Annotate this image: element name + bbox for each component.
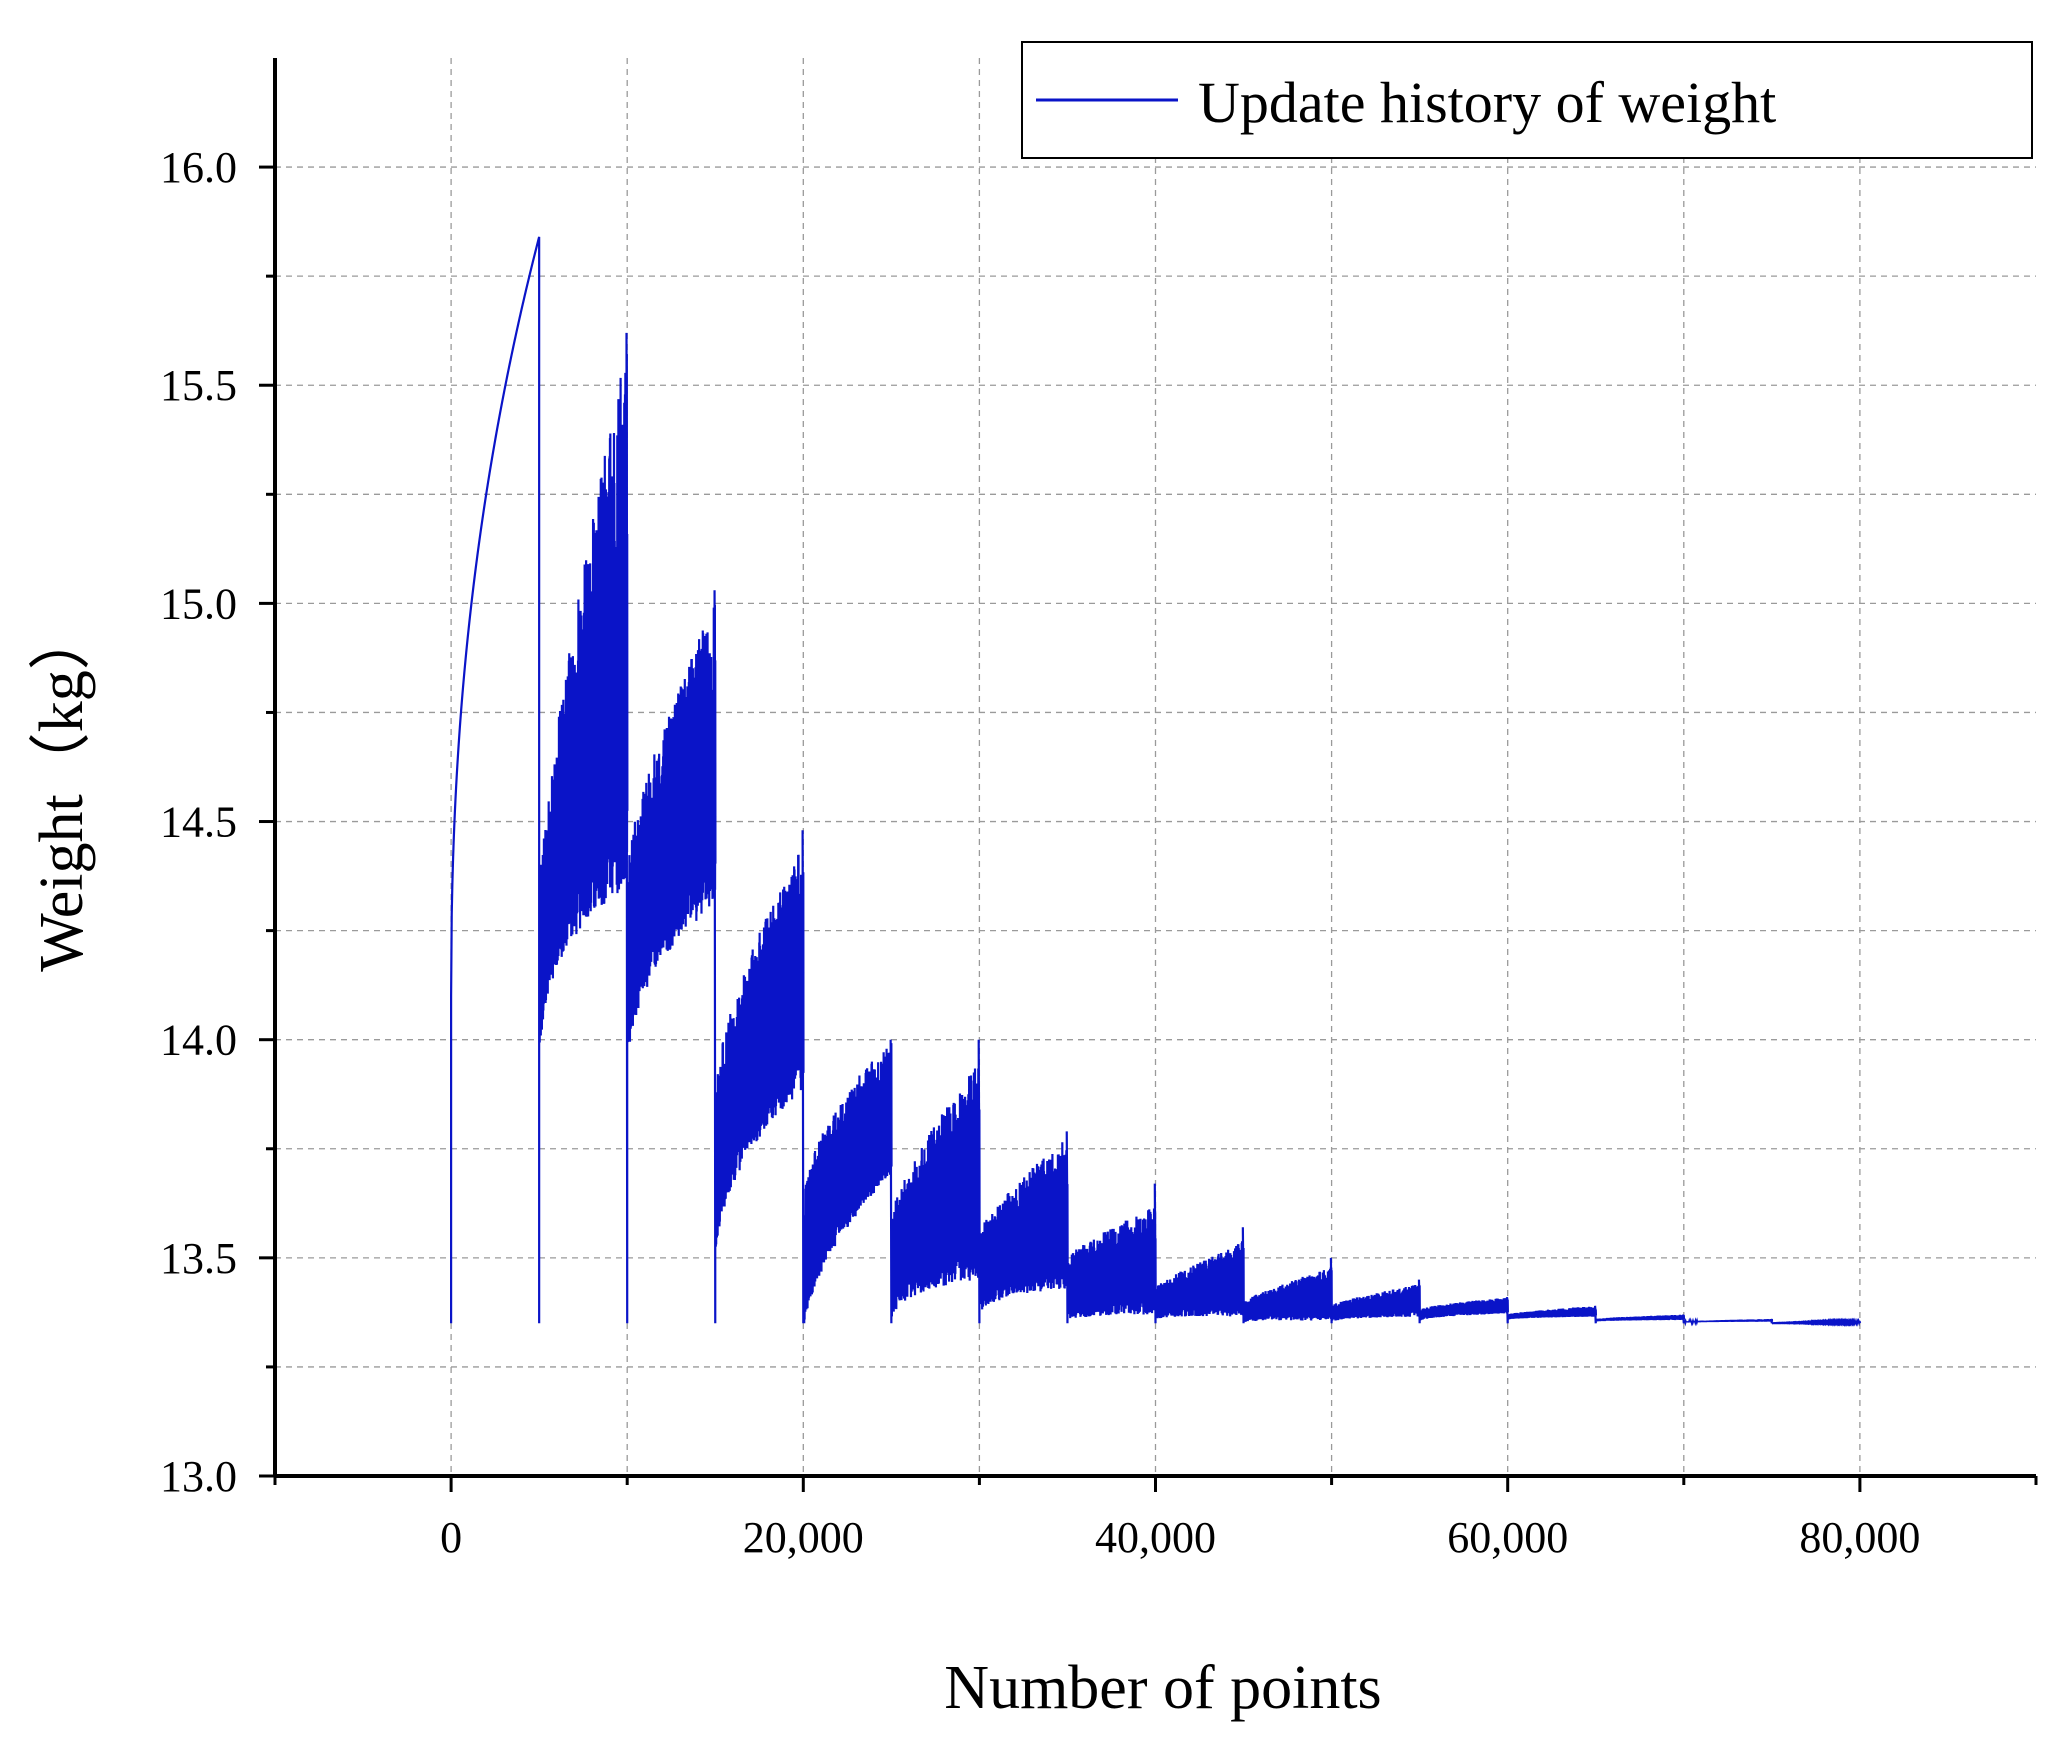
y-tick-label: 15.5 [160, 361, 237, 410]
y-tick-label: 16.0 [160, 143, 237, 192]
axes [259, 58, 2038, 1492]
legend-label: Update history of weight [1198, 70, 1776, 135]
x-tick-label: 20,000 [743, 1513, 864, 1562]
y-axis-title: Weight（kg） [28, 608, 96, 972]
legend: Update history of weight [1021, 41, 2033, 159]
y-tick-label: 13.5 [160, 1234, 237, 1283]
x-axis-title: Number of points [944, 1654, 1381, 1722]
legend-box [1021, 41, 2033, 159]
y-tick-label: 14.5 [160, 798, 237, 847]
x-tick-label: 40,000 [1095, 1513, 1216, 1562]
tick-labels: 0 20,000 40,000 60,000 80,000 13.0 13.5 14.0 14.… [160, 143, 1920, 1562]
series-line-weight [450, 236, 1862, 1328]
x-tick-label: 60,000 [1447, 1513, 1568, 1562]
y-tick-label: 15.0 [160, 579, 237, 628]
x-tick-label: 0 [440, 1513, 462, 1562]
data-series [450, 236, 1862, 1328]
y-tick-label: 14.0 [160, 1016, 237, 1065]
y-tick-label: 13.0 [160, 1452, 237, 1501]
x-tick-label: 80,000 [1799, 1513, 1920, 1562]
